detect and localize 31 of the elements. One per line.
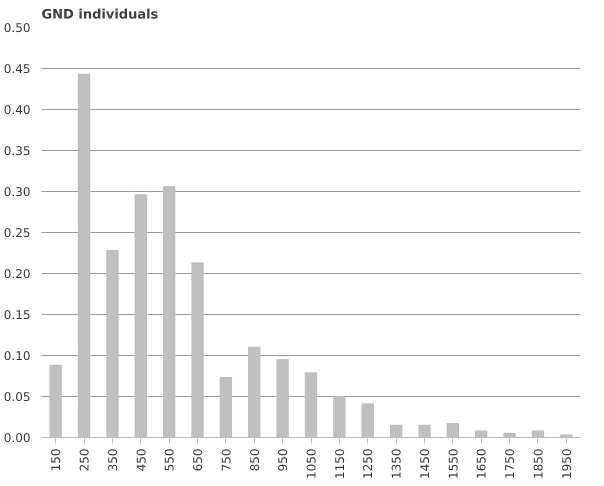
x-tick-label: 950 bbox=[276, 448, 290, 472]
y-tick-label: 0.35 bbox=[4, 144, 30, 158]
x-tick-label: 1450 bbox=[418, 448, 432, 480]
x-tick-label: 650 bbox=[191, 448, 206, 472]
y-tick-label: 0.00 bbox=[4, 431, 30, 445]
x-tick-label: 1850 bbox=[531, 448, 546, 480]
y-tick-label: 0.50 bbox=[4, 21, 30, 35]
x-tick-label: 1550 bbox=[446, 448, 460, 480]
x-tick-label: 350 bbox=[106, 448, 120, 472]
x-tick-label: 1350 bbox=[390, 448, 404, 480]
x-tick-label: 1150 bbox=[332, 448, 347, 480]
x-tick-label: 150 bbox=[49, 448, 64, 472]
y-tick-label: 0.10 bbox=[4, 349, 30, 363]
x-tick-label: 550 bbox=[162, 448, 177, 472]
x-tick-label: 250 bbox=[78, 448, 92, 472]
x-tick-label: 1950 bbox=[560, 448, 574, 480]
y-tick-label: 0.20 bbox=[4, 267, 30, 281]
x-tick-label: 1750 bbox=[503, 448, 518, 480]
x-tick-label: 450 bbox=[134, 448, 148, 472]
chart-title: GND individuals bbox=[42, 8, 159, 22]
y-tick-label: 0.25 bbox=[4, 226, 30, 240]
x-tick-label: 850 bbox=[248, 448, 262, 472]
x-tick-label: 1250 bbox=[361, 448, 376, 480]
x-tick-label: 750 bbox=[219, 448, 234, 472]
y-tick-label: 0.30 bbox=[4, 185, 30, 199]
y-tick-label: 0.40 bbox=[4, 103, 30, 117]
y-tick-label: 0.45 bbox=[4, 62, 30, 76]
y-tick-label: 0.15 bbox=[4, 308, 30, 322]
x-tick-label: 1650 bbox=[474, 448, 489, 480]
x-tick-label: 1050 bbox=[304, 448, 318, 480]
y-tick-label: 0.05 bbox=[4, 390, 30, 404]
